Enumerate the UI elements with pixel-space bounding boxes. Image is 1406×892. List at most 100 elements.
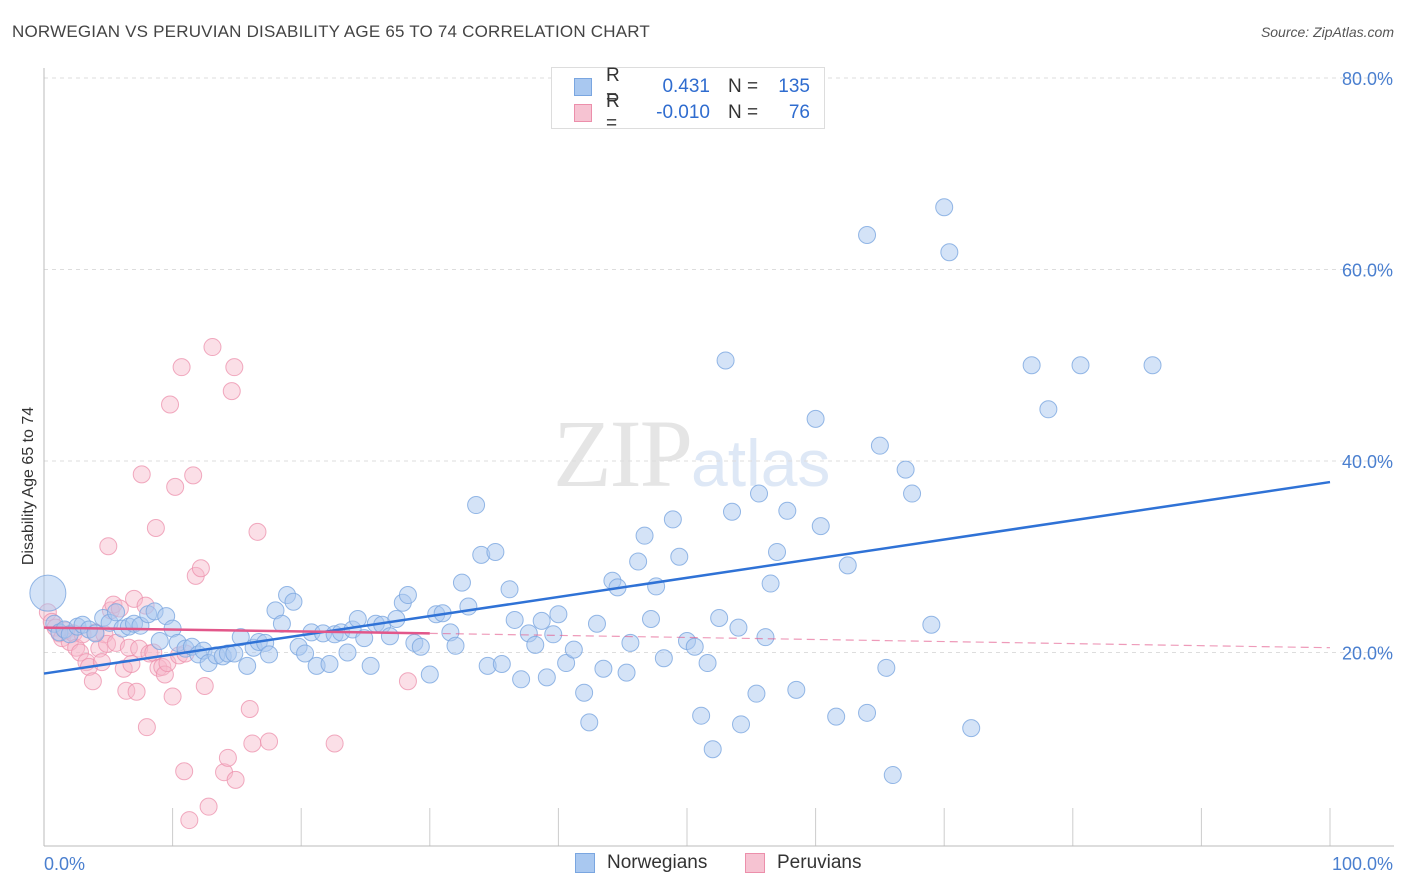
y-tick-label: 60.0% <box>1342 261 1393 281</box>
peruvian-point <box>161 395 180 414</box>
legend-r-label: R = <box>606 91 620 134</box>
trend-lines <box>43 480 1331 675</box>
norwegian-point <box>858 703 877 722</box>
legend-swatch-peruvians <box>574 104 592 122</box>
y-tick-label: 80.0% <box>1342 69 1393 89</box>
norwegian-point <box>629 552 648 571</box>
norwegian-point <box>575 683 594 702</box>
peruvian-point <box>137 718 156 737</box>
x-tick-label: 100.0% <box>1332 854 1393 874</box>
peruvian-point <box>260 732 279 751</box>
norwegian-trend-line <box>43 480 1331 675</box>
peruvian-point <box>243 734 262 753</box>
norwegian-point <box>663 510 682 529</box>
norwegian-point <box>896 460 915 479</box>
x-tick-label: 0.0% <box>44 854 85 874</box>
norwegian-point <box>1143 356 1162 375</box>
chart-title: NORWEGIAN VS PERUVIAN DISABILITY AGE 65 … <box>12 22 650 41</box>
norwegian-point <box>238 656 257 675</box>
peruvian-point <box>175 762 194 781</box>
norwegian-point <box>272 614 291 633</box>
norwegian-point <box>1071 356 1090 375</box>
norwegian-point <box>768 542 787 561</box>
series-norwegians <box>29 198 1162 785</box>
norwegian-point <box>641 609 660 628</box>
norwegian-point <box>723 502 742 521</box>
norwegian-point <box>587 614 606 633</box>
peruvian-point <box>92 653 111 672</box>
norwegian-point <box>806 409 825 428</box>
norwegian-point <box>557 654 576 673</box>
legend-swatch-norwegians <box>575 853 595 873</box>
norwegian-point <box>732 715 751 734</box>
legend-item-peruvians: Peruvians <box>745 852 862 874</box>
peruvian-point <box>184 466 203 485</box>
y-axis-title: Disability Age 65 to 74 <box>20 407 37 565</box>
norwegian-point <box>492 654 511 673</box>
norwegian-point <box>107 603 126 622</box>
norwegian-point <box>877 658 896 677</box>
peruvian-point <box>130 639 149 658</box>
norwegian-point <box>564 640 583 659</box>
norwegian-point <box>580 713 599 732</box>
source-label: Source: ZipAtlas.com <box>1260 24 1394 40</box>
legend-label-norwegians: Norwegians <box>607 852 708 873</box>
peruvian-trend-extension <box>429 632 1331 649</box>
norwegian-point <box>670 547 689 566</box>
legend-n-value: 135 <box>778 76 810 97</box>
legend-n-label: N = <box>728 76 759 97</box>
norwegian-point <box>962 719 981 738</box>
norwegian-point <box>787 680 806 699</box>
peruvian-point <box>132 465 151 484</box>
norwegian-point <box>231 628 250 647</box>
norwegian-point <box>747 684 766 703</box>
y-tick-label: 40.0% <box>1342 452 1393 472</box>
norwegian-point <box>532 611 551 630</box>
norwegian-point <box>338 643 357 662</box>
peruvian-point <box>98 634 117 653</box>
norwegian-point <box>225 644 244 663</box>
norwegian-point <box>544 625 563 644</box>
norwegian-point <box>512 670 531 689</box>
peruvian-point <box>191 559 210 578</box>
norwegian-point <box>703 740 722 759</box>
peruvian-point <box>226 770 245 789</box>
peruvian-trend-line <box>43 626 430 635</box>
norwegian-point <box>811 517 830 536</box>
legend-row-norwegians: R = 0.431 N = 135 <box>574 65 810 108</box>
norwegian-point <box>549 605 568 624</box>
peruvian-point <box>117 681 136 700</box>
peruvian-point <box>146 519 165 538</box>
correlation-legend: R = 0.431 N = 135 R = -0.010 N = 76 <box>551 65 825 134</box>
norwegian-point <box>716 351 735 370</box>
legend-row-peruvians: R = -0.010 N = 76 <box>574 91 810 134</box>
legend-swatch-norwegians <box>574 78 592 96</box>
norwegian-point <box>729 618 748 637</box>
norwegian-point <box>940 243 959 262</box>
series-legend: Norwegians Peruvians <box>0 852 1406 876</box>
norwegian-point <box>1022 356 1041 375</box>
norwegian-point <box>284 592 303 611</box>
peruvian-point <box>172 358 191 377</box>
norwegian-point <box>505 610 524 629</box>
peruvian-point <box>99 537 118 556</box>
norwegian-point <box>617 663 636 682</box>
norwegian-point <box>29 574 67 612</box>
peruvian-point <box>240 699 259 718</box>
norwegian-point <box>858 226 877 245</box>
norwegian-point <box>380 627 399 646</box>
watermark: ZIPatlas <box>553 398 830 509</box>
peruvian-point <box>163 687 182 706</box>
legend-item-norwegians: Norwegians <box>575 852 707 874</box>
peruvian-point <box>398 672 417 691</box>
norwegian-point <box>883 766 902 785</box>
legend-label-peruvians: Peruvians <box>777 852 862 873</box>
norwegian-point <box>838 556 857 575</box>
y-tick-label: 20.0% <box>1342 644 1393 664</box>
norwegian-point <box>537 668 556 687</box>
watermark-zip: ZIP <box>553 400 693 507</box>
norwegian-point <box>635 526 654 545</box>
peruvian-point <box>180 811 199 830</box>
peruvian-point <box>125 589 144 608</box>
